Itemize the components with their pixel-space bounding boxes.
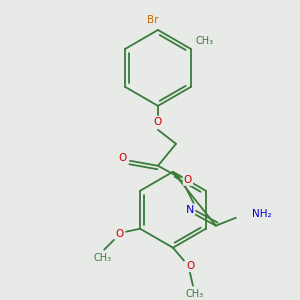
- Text: Br: Br: [147, 15, 159, 25]
- Text: O: O: [184, 175, 192, 185]
- Text: N: N: [186, 205, 194, 215]
- Text: CH₃: CH₃: [196, 36, 214, 46]
- Text: O: O: [115, 229, 123, 239]
- Text: O: O: [154, 117, 162, 127]
- Text: O: O: [118, 153, 126, 163]
- Text: CH₃: CH₃: [186, 289, 204, 298]
- Text: O: O: [187, 261, 195, 271]
- Text: CH₃: CH₃: [93, 253, 111, 263]
- Text: NH₂: NH₂: [252, 209, 272, 219]
